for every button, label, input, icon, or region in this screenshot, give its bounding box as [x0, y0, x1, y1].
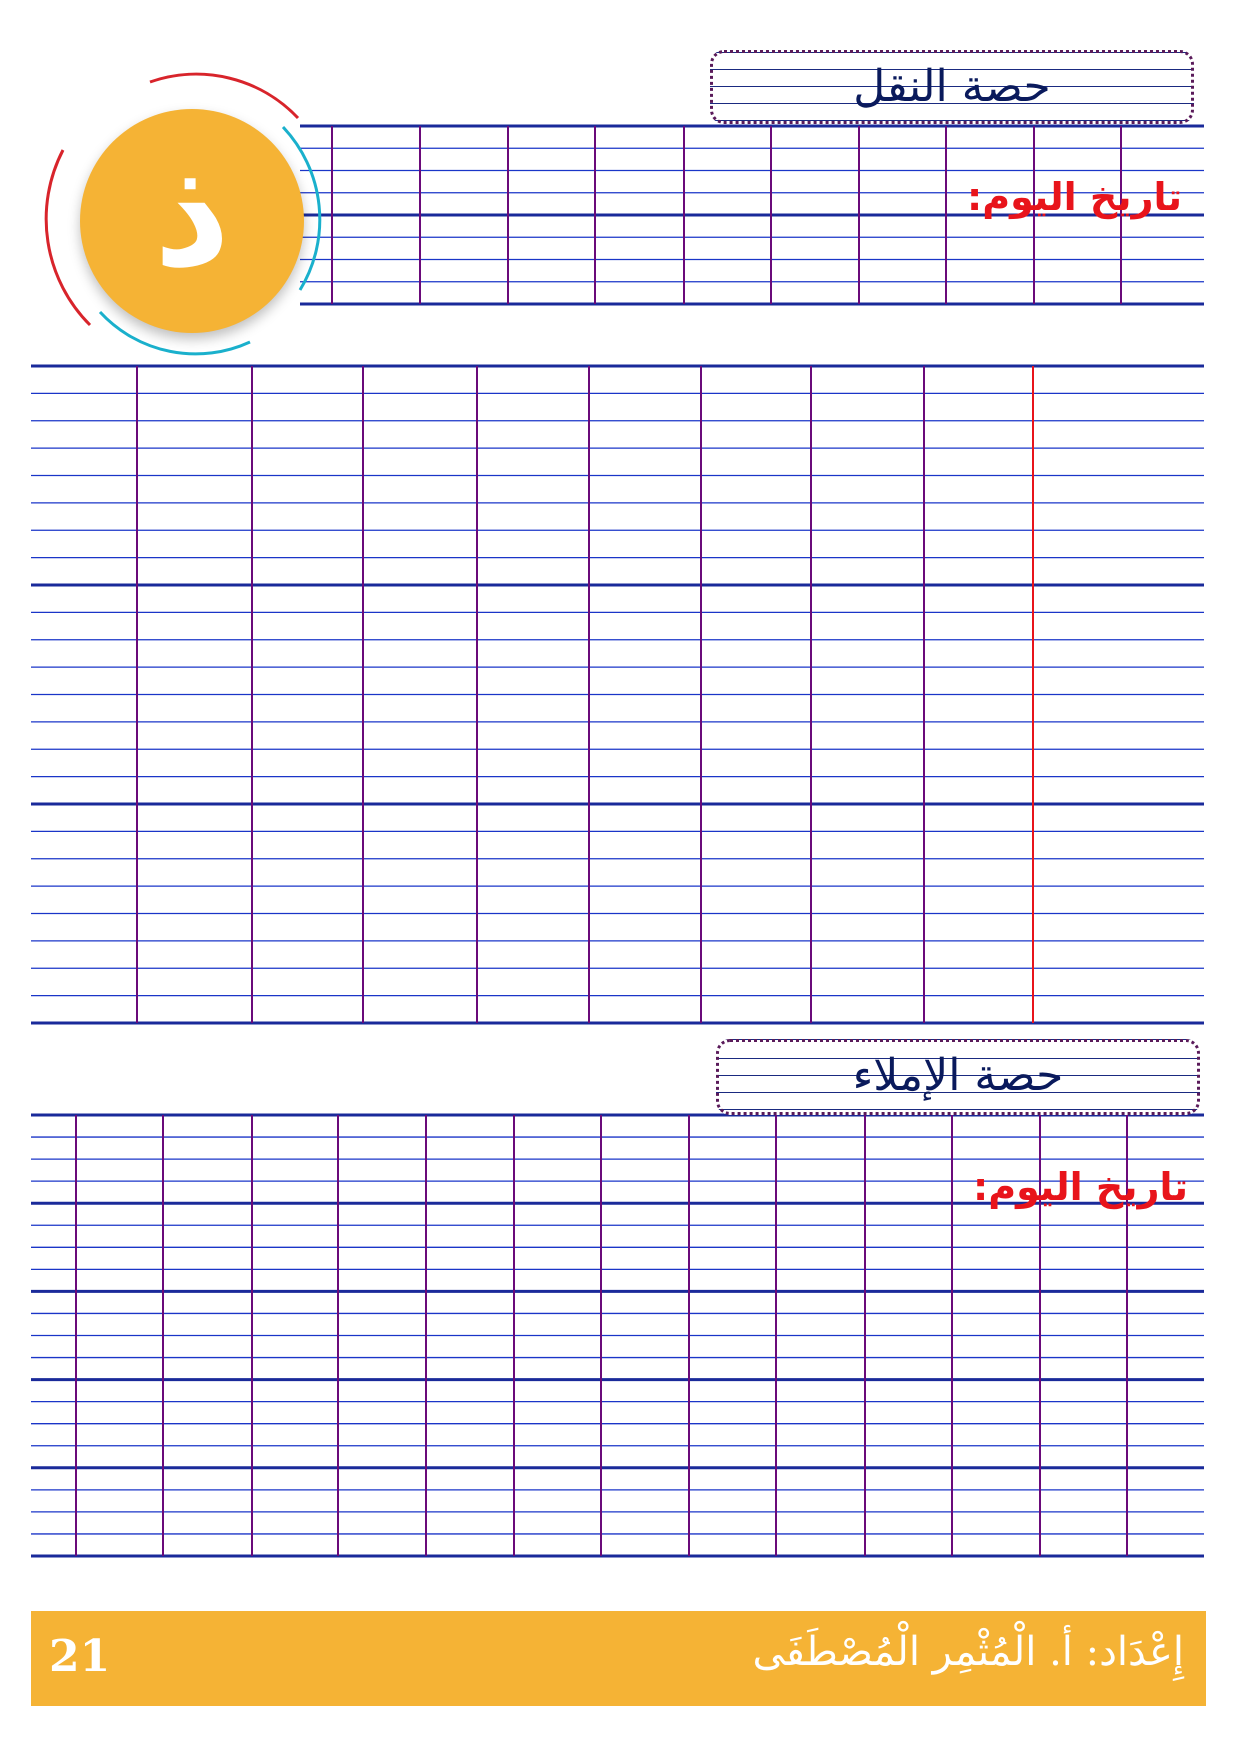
letter: ذ — [153, 127, 231, 301]
badge-arcs — [44, 72, 322, 356]
dictation-date-label: تاريخ اليوم: — [973, 1165, 1188, 1209]
copy-date-label: تاريخ اليوم: — [967, 175, 1182, 219]
author-credit: إِعْدَاد: أ. الْمُثْمِر الْمُصْطَفَى — [752, 1629, 1184, 1675]
dictation-title: حصة الإملاء — [852, 1050, 1064, 1101]
page-number: 21 — [49, 1631, 111, 1682]
red-arc-top — [149, 72, 300, 120]
red-arc-left — [44, 149, 92, 327]
footer-bar: 21 إِعْدَاد: أ. الْمُثْمِر الْمُصْطَفَى — [31, 1611, 1206, 1706]
letter-badge: ذ — [80, 109, 304, 333]
cyan-arc — [98, 125, 322, 356]
dictation-title-box: حصة الإملاء — [716, 1039, 1200, 1115]
copy-title-box: حصة النقل — [710, 50, 1194, 124]
copy-title: حصة النقل — [853, 61, 1051, 112]
